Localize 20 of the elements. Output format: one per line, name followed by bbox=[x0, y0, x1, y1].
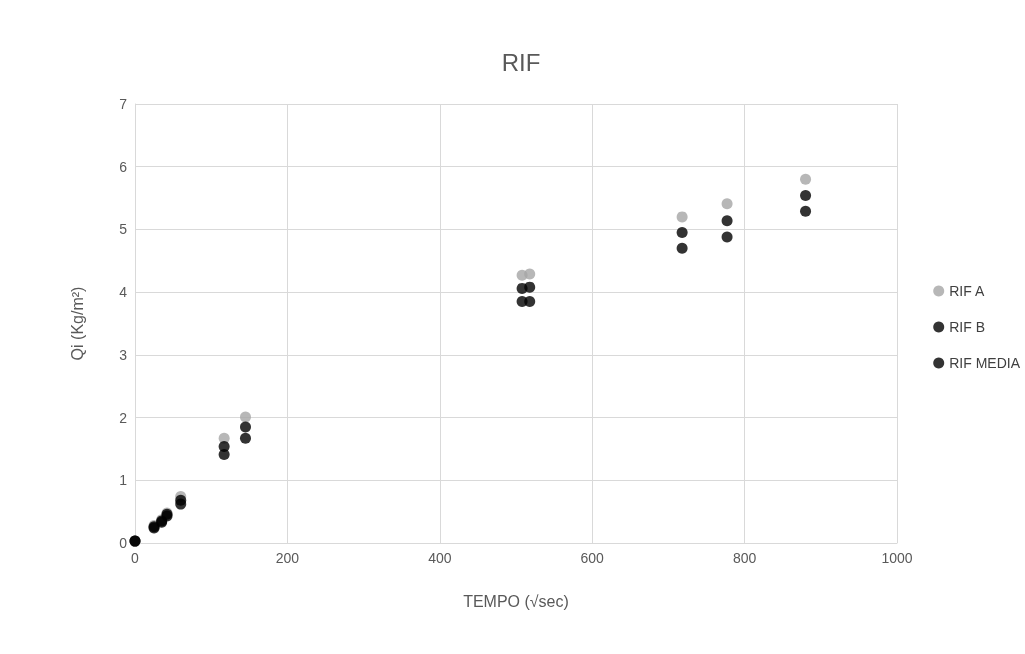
y-tick-label: 0 bbox=[119, 535, 128, 551]
x-tick-label: 600 bbox=[580, 550, 605, 566]
chart-title: RIF bbox=[501, 48, 541, 76]
y-tick-label: 7 bbox=[119, 96, 128, 112]
y-tick-label: 6 bbox=[119, 158, 128, 175]
y-axis-title: Qi (Kg/m²) bbox=[68, 286, 86, 361]
x-tick-label: 200 bbox=[275, 550, 300, 566]
y-tick-label: 4 bbox=[119, 284, 128, 301]
legend-label: RIF MEDIA bbox=[949, 355, 1021, 371]
x-axis-title: TEMPO (√sec) bbox=[463, 592, 569, 610]
legend-label: RIF A bbox=[949, 283, 985, 299]
x-tick-label: 1000 bbox=[881, 550, 913, 566]
y-tick-label: 1 bbox=[119, 472, 128, 489]
legend-label: RIF B bbox=[949, 319, 985, 335]
y-tick-label: 3 bbox=[119, 346, 128, 363]
x-tick-label: 800 bbox=[732, 550, 757, 566]
y-tick-label: 2 bbox=[119, 409, 128, 426]
x-tick-label: 400 bbox=[428, 550, 452, 566]
x-tick-label: 0 bbox=[131, 550, 140, 566]
y-tick-label: 5 bbox=[119, 221, 128, 238]
